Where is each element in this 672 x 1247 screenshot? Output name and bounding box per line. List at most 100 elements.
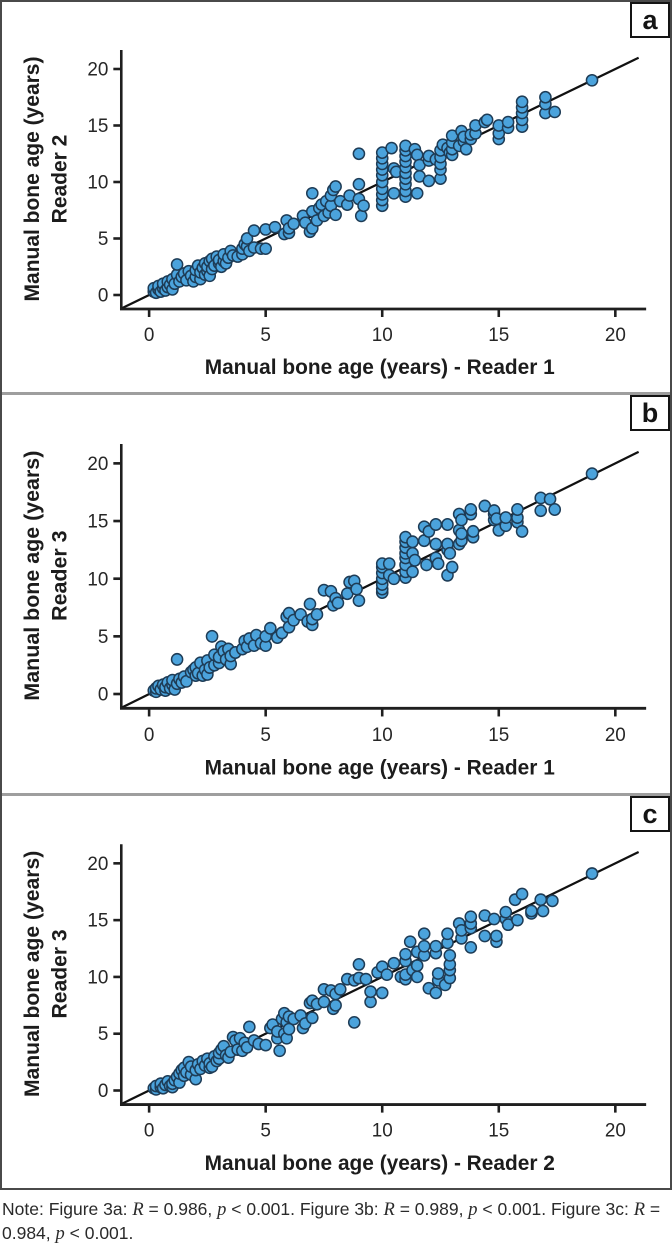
- data-point: [539, 90, 552, 104]
- data-point: [352, 147, 366, 161]
- note-text: = 0.989,: [394, 1199, 469, 1219]
- note-stat-symbol: p: [55, 1224, 65, 1245]
- data-point: [422, 174, 436, 188]
- panel-a: 0 5 10 15 20 0 5 10 15 20 Manual bone age (years) …: [2, 2, 670, 392]
- y-tick-label: 15: [87, 511, 108, 532]
- scatter-plot-b: 0 5 10 15 20 0 5 10 15 20 Manual bone age (years) …: [21, 443, 647, 780]
- data-point: [406, 535, 419, 549]
- y-tick-label: 15: [87, 116, 108, 137]
- data-point: [443, 546, 457, 560]
- y-axis-title-line1: Manual bone age (years): [21, 851, 44, 1097]
- data-point: [429, 986, 443, 1000]
- note-stat-symbol: p: [468, 1200, 478, 1220]
- data-point: [264, 621, 277, 635]
- data-point: [305, 1011, 319, 1025]
- data-point: [445, 560, 459, 574]
- data-point: [525, 904, 538, 918]
- note-stat-symbol: R: [633, 1200, 645, 1220]
- y-tick-label: 20: [87, 854, 108, 875]
- y-tick-label: 10: [87, 967, 108, 988]
- scatter-plot-c: 0 5 10 15 20 0 5 10 15 20 Manual bone age (years) …: [21, 844, 647, 1175]
- x-tick-label: 0: [144, 1121, 155, 1142]
- data-point: [585, 467, 599, 481]
- data-point: [464, 941, 478, 954]
- note-text: < 0.001. Figure 3b:: [226, 1199, 384, 1219]
- data-point: [410, 148, 424, 162]
- scatter-plot-a: 0 5 10 15 20 0 5 10 15 20 Manual bone age (years) …: [21, 50, 647, 379]
- data-point: [534, 504, 548, 518]
- data-point: [487, 912, 501, 926]
- note-text: = 0.984,: [2, 1199, 661, 1244]
- data-point: [240, 232, 254, 245]
- panel-label-c: c: [630, 796, 670, 832]
- data-point: [354, 209, 368, 223]
- panel-divider: [2, 392, 670, 395]
- data-point: [417, 927, 431, 941]
- data-point: [170, 258, 184, 271]
- data-point: [282, 1022, 296, 1036]
- data-point: [410, 959, 424, 972]
- data-point: [375, 986, 389, 1000]
- x-axis-title: Manual bone age (years) - Reader 1: [205, 356, 555, 379]
- data-point: [243, 1020, 256, 1034]
- x-tick-label: 15: [488, 1121, 509, 1142]
- note-text: = 0.986,: [143, 1199, 218, 1219]
- data-point: [429, 939, 443, 953]
- note-stat-symbol: R: [383, 1200, 395, 1220]
- data-point: [331, 596, 345, 610]
- data-point: [534, 893, 548, 907]
- y-axis-title-line1: Manual bone age (years): [21, 57, 44, 302]
- y-tick-label: 20: [87, 454, 108, 475]
- x-tick-label: 20: [605, 325, 626, 346]
- x-tick-label: 20: [605, 725, 626, 746]
- y-tick-label: 0: [98, 684, 108, 705]
- note-stat-symbol: R: [132, 1200, 144, 1220]
- panel-b: 0 5 10 15 20 0 5 10 15 20 Manual bone age (years) …: [2, 395, 670, 793]
- data-point: [303, 597, 317, 611]
- data-point: [247, 224, 261, 237]
- x-tick-label: 5: [260, 725, 270, 746]
- data-point: [170, 652, 184, 666]
- panel-label-a: a: [630, 2, 670, 38]
- figure-3-panels: 0 5 10 15 20 0 5 10 15 20 Manual bone age (years) …: [0, 0, 672, 1190]
- data-point: [480, 113, 494, 127]
- data-point: [546, 894, 559, 908]
- panel-divider: [2, 793, 670, 796]
- data-point: [287, 217, 300, 231]
- data-point: [329, 998, 342, 1012]
- y-tick-label: 5: [98, 1024, 109, 1045]
- data-point: [352, 958, 366, 971]
- x-axis-title: Manual bone age (years) - Reader 2: [205, 1152, 555, 1175]
- y-tick-label: 0: [98, 285, 109, 306]
- note-text: Note: Figure 3a:: [2, 1199, 133, 1219]
- x-tick-label: 10: [372, 325, 393, 346]
- data-point: [466, 524, 480, 538]
- data-point: [455, 527, 468, 541]
- data-point: [259, 1038, 272, 1052]
- data-point: [403, 935, 417, 949]
- data-point: [431, 967, 445, 980]
- data-point: [357, 199, 370, 213]
- data-point: [364, 985, 377, 999]
- x-tick-label: 15: [488, 325, 509, 346]
- y-tick-label: 15: [87, 911, 108, 932]
- data-point: [429, 518, 443, 531]
- x-tick-label: 10: [372, 1121, 393, 1142]
- data-point: [385, 141, 398, 155]
- panel-label-b: b: [630, 395, 670, 431]
- data-point: [515, 887, 529, 901]
- y-tick-label: 5: [98, 229, 109, 250]
- note-text: < 0.001. Figure 3c:: [477, 1199, 634, 1219]
- data-point: [329, 208, 342, 222]
- data-point: [585, 867, 599, 880]
- y-tick-label: 10: [87, 569, 108, 590]
- data-point: [443, 948, 457, 962]
- y-tick-label: 20: [87, 59, 108, 80]
- data-point: [406, 565, 419, 579]
- data-point: [499, 511, 513, 525]
- data-point: [259, 242, 272, 256]
- x-tick-label: 20: [605, 1121, 626, 1142]
- data-point: [441, 518, 454, 531]
- y-axis-title-line2: Reader 3: [49, 929, 72, 1018]
